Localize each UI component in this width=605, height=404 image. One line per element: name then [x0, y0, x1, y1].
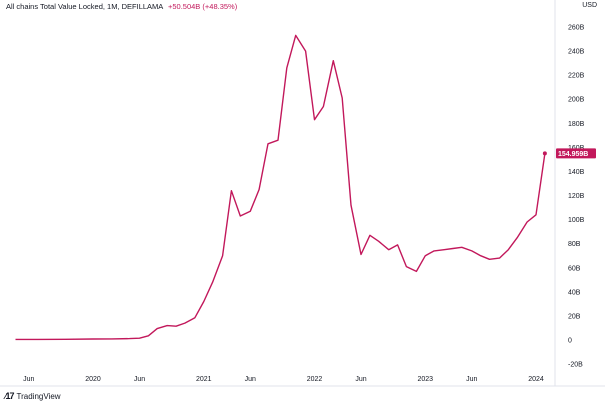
tvl-series-line	[15, 34, 546, 341]
x-tick-label: 2020	[85, 376, 101, 383]
y-tick-label: 0	[568, 338, 572, 345]
y-tick-label: 140B	[568, 169, 585, 176]
x-tick-label: Jun	[245, 376, 256, 383]
x-tick-label: Jun	[355, 376, 366, 383]
y-tick-label: 40B	[568, 289, 581, 296]
y-tick-label: 120B	[568, 193, 585, 200]
time-axis[interactable]: Jun 2020 Jun 2021 Jun 2022 Jun 2023 Jun 2024	[23, 376, 544, 383]
legend-title: All chains Total Value Locked, 1M, DEFIL…	[6, 2, 163, 11]
last-value-tag: 154.959B	[556, 148, 596, 159]
y-tick-label: 180B	[568, 121, 585, 128]
legend-change: +50.504B (+48.35%)	[167, 2, 238, 11]
y-tick-label: 20B	[568, 313, 581, 320]
y-tick-label: 260B	[568, 25, 585, 32]
x-tick-label: 2024	[528, 376, 544, 383]
chart-legend[interactable]: All chains Total Value Locked, 1M, DEFIL…	[6, 2, 237, 11]
tradingview-icon: ⁄17	[5, 391, 14, 401]
x-tick-label: 2023	[417, 376, 433, 383]
y-tick-label: 160B	[568, 145, 585, 152]
last-point-marker	[542, 151, 547, 156]
x-tick-label: 2021	[196, 376, 212, 383]
x-tick-label: 2022	[307, 376, 323, 383]
tradingview-logo[interactable]: ⁄17 TradingView	[5, 391, 61, 401]
y-tick-label: 240B	[568, 49, 585, 56]
x-tick-label: Jun	[466, 376, 477, 383]
last-value-label: 154.959B	[558, 151, 588, 158]
y-tick-label: 220B	[568, 73, 585, 80]
y-tick-label: 100B	[568, 217, 585, 224]
brand-label: TradingView	[16, 391, 61, 401]
y-tick-label: 60B	[568, 265, 581, 272]
currency-label[interactable]: USD	[582, 2, 597, 9]
y-tick-label: 200B	[568, 97, 585, 104]
price-axis[interactable]: -20B 0 20B 40B 60B 80B 100B 120B 140B 160B 180B 200…	[568, 25, 585, 369]
x-tick-label: Jun	[23, 376, 34, 383]
y-tick-label: -20B	[568, 362, 583, 369]
y-tick-label: 80B	[568, 241, 581, 248]
x-tick-label: Jun	[134, 376, 145, 383]
